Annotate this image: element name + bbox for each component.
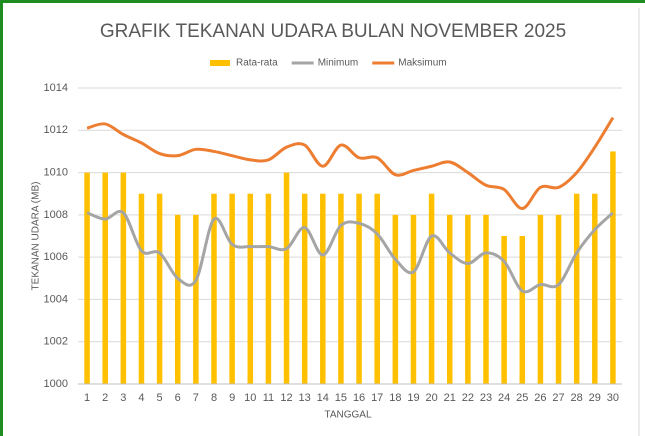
bar [573,193,580,384]
x-tick-label: 24 [498,392,510,404]
legend-label: Maksimum [398,58,446,69]
y-tick-label: 1008 [44,209,68,221]
bar [283,172,290,384]
x-tick-label: 11 [263,392,274,404]
bar [446,214,453,384]
bar [519,236,526,384]
y-tick-label: 1002 [44,336,68,348]
bar [555,214,562,384]
bar [465,214,471,384]
bar [537,214,544,384]
bar [610,151,616,384]
x-tick-label: 6 [175,392,181,404]
bar [338,193,344,384]
bar [301,193,308,384]
line [86,209,614,294]
x-tick-label: 4 [138,392,144,404]
bar [428,193,435,384]
x-tick-label: 14 [317,392,329,404]
bar [356,193,362,384]
bar [211,193,217,384]
x-tick-label: 13 [299,392,311,404]
x-tick-label: 19 [407,392,419,404]
x-tick-label: 3 [120,392,126,404]
x-tick-label: 29 [589,392,601,404]
bar [138,193,145,384]
x-tick-label: 28 [571,392,583,404]
x-tick-label: 27 [552,392,564,404]
x-tick-label: 25 [516,392,528,404]
bar [174,214,181,384]
x-tick-label: 7 [193,392,199,404]
bar [483,214,489,384]
bar [193,214,199,384]
x-tick-label: 10 [244,392,256,404]
bar [120,172,127,384]
y-tick-label: 1000 [44,378,68,390]
x-tick-label: 30 [607,392,619,404]
bar [247,193,254,384]
bar [501,236,507,384]
bar [320,193,326,384]
y-tick-label: 1010 [44,166,68,178]
x-axis-label: TANGGAL [324,410,371,421]
bar [84,172,90,384]
x-tick-label: 16 [353,392,365,404]
bar [592,193,598,384]
bar [374,193,380,384]
x-tick-label: 23 [480,392,492,404]
bar [410,214,417,384]
x-tick-label: 1 [84,392,90,404]
x-tick-label: 18 [389,392,401,404]
x-tick-label: 15 [335,392,347,404]
legend-label: Rata-rata [236,58,278,69]
x-tick-label: 22 [462,392,474,404]
y-tick-label: 1012 [44,124,68,136]
legend-label: Minimum [318,58,359,69]
x-tick-label: 20 [425,392,437,404]
bar [229,193,235,384]
x-tick-label: 21 [444,392,456,404]
y-tick-label: 1004 [44,293,68,305]
x-tick-label: 5 [157,392,163,404]
bar [392,214,399,384]
x-tick-label: 2 [102,392,108,404]
legend-swatch [210,60,230,66]
bar [102,172,108,384]
x-tick-label: 8 [211,392,217,404]
x-tick-label: 17 [371,392,383,404]
bar [265,193,272,384]
line [86,116,615,211]
chart-title: GRAFIK TEKANAN UDARA BULAN NOVEMBER 2025 [100,21,566,42]
x-tick-label: 26 [534,392,546,404]
y-axis-label: TEKANAN UDARA (MB) [31,182,42,291]
x-tick-label: 9 [229,392,235,404]
x-tick-label: 12 [280,392,292,404]
bar [156,193,163,384]
y-tick-label: 1006 [44,251,68,263]
y-tick-label: 1014 [44,82,68,94]
